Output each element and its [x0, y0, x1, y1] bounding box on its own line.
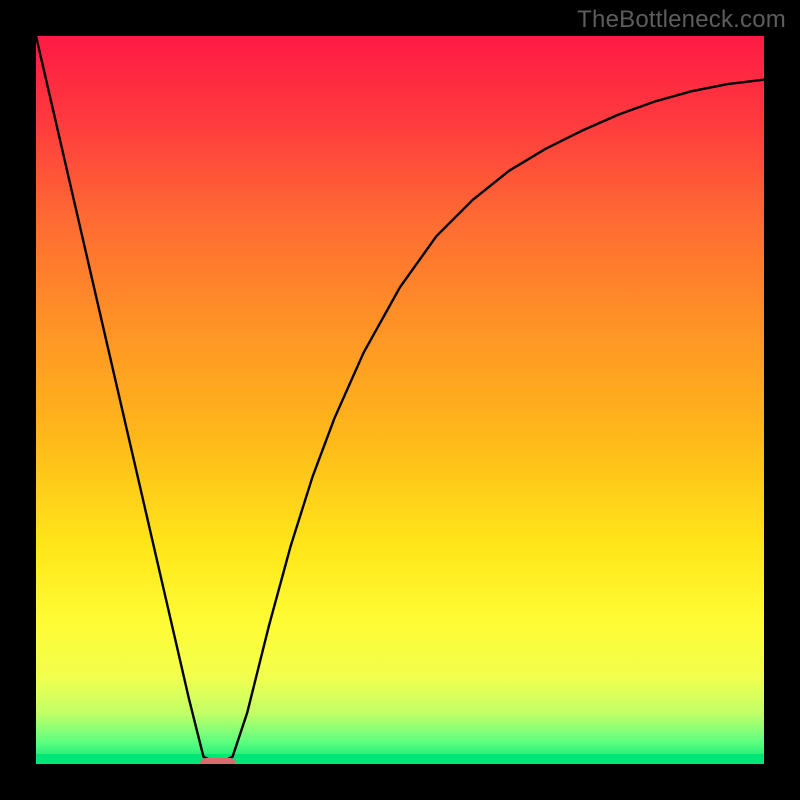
curve-svg: [36, 36, 764, 764]
watermark: TheBottleneck.com: [577, 6, 786, 34]
plot-area: [36, 36, 764, 764]
bottleneck-curve: [36, 36, 764, 764]
optimum-marker: [200, 758, 236, 764]
